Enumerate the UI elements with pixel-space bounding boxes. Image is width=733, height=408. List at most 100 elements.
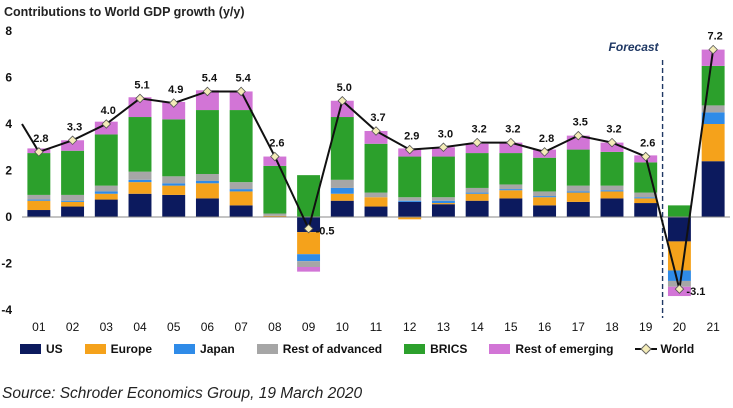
bar-brics: [398, 156, 422, 198]
world-data-label: -0.5: [316, 226, 335, 238]
y-tick-label: 2: [5, 164, 12, 178]
bar-rest-of-advanced: [600, 185, 624, 191]
y-tick-label: 6: [5, 71, 12, 85]
legend-swatch: [20, 344, 41, 354]
bar-europe: [94, 193, 118, 200]
bar-europe: [263, 215, 287, 217]
world-data-label: 4.0: [101, 105, 116, 117]
bar-europe: [465, 193, 489, 201]
bar-europe: [701, 124, 725, 162]
world-data-label: 5.0: [337, 82, 352, 94]
bar-us: [229, 205, 253, 217]
bar-us: [128, 193, 152, 217]
forecast-label: Forecast: [609, 40, 660, 54]
world-data-label: 4.9: [168, 84, 183, 96]
world-point: [371, 126, 381, 136]
bar-europe: [634, 198, 658, 204]
bar-rest-of-advanced: [465, 187, 489, 193]
bar-japan: [61, 200, 85, 202]
x-tick-label: 17: [572, 320, 586, 334]
bar-europe: [195, 183, 219, 199]
legend-label: World: [660, 342, 695, 356]
bar-us: [27, 210, 51, 217]
x-tick-label: 10: [336, 320, 350, 334]
x-tick-label: 18: [605, 320, 619, 334]
world-point: [236, 86, 246, 97]
legend-line-marker: [635, 344, 658, 354]
world-point: [539, 147, 550, 157]
world-point: [34, 147, 44, 157]
legend-item-us: US: [20, 342, 63, 356]
bar-us: [566, 201, 590, 217]
bar-rest-of-advanced: [229, 182, 253, 190]
bar-brics: [330, 117, 354, 180]
x-tick-label: 15: [504, 320, 518, 334]
world-data-label: 2.8: [33, 133, 48, 145]
bar-rest-of-emerging: [162, 101, 186, 120]
world-data-label: 3.2: [471, 124, 486, 136]
x-tick-label: 11: [370, 320, 383, 334]
bar-brics: [128, 117, 152, 172]
source-note: Source: Schroder Economics Group, 19 Mar…: [2, 385, 363, 402]
bar-brics: [634, 162, 658, 193]
x-tick-label: 06: [201, 320, 215, 334]
legend-swatch: [84, 344, 106, 354]
bar-europe: [364, 197, 388, 207]
world-point: [573, 130, 584, 141]
bar-japan: [634, 197, 658, 199]
legend-label: Rest of emerging: [515, 342, 614, 356]
x-tick-label: 07: [234, 320, 248, 334]
world-line: [21, 49, 715, 290]
world-data-label: 5.1: [134, 79, 149, 91]
world-data-label: 3.3: [67, 121, 82, 133]
bar-japan: [297, 254, 321, 262]
bar-japan: [701, 112, 725, 124]
x-tick-label: 04: [133, 320, 147, 334]
bar-europe: [499, 190, 523, 199]
bar-europe: [162, 185, 186, 195]
bar-us: [364, 206, 388, 217]
bar-rest-of-emerging: [297, 266, 321, 272]
bar-europe: [330, 193, 354, 201]
bar-europe: [566, 192, 590, 202]
x-tick-label: 21: [706, 320, 720, 334]
bar-rest-of-advanced: [634, 192, 658, 198]
bar-japan: [330, 187, 354, 194]
bar-brics: [195, 110, 219, 174]
y-tick-label: -4: [1, 303, 12, 317]
bar-rest-of-emerging: [61, 140, 85, 151]
world-data-label: 2.6: [640, 138, 655, 150]
bar-brics: [94, 134, 118, 186]
bar-brics: [431, 156, 455, 198]
legend-item-europe: Europe: [84, 342, 152, 356]
x-tick-label: 09: [302, 320, 316, 334]
x-tick-label: 03: [100, 320, 114, 334]
bar-rest-of-advanced: [431, 197, 455, 201]
bar-us: [61, 206, 85, 217]
x-tick-label: 02: [66, 320, 80, 334]
world-point: [607, 137, 617, 148]
legend-label: US: [46, 342, 63, 356]
bar-us: [533, 205, 557, 217]
legend-label: BRICS: [430, 342, 468, 356]
world-point: [506, 137, 516, 148]
bar-brics: [61, 150, 85, 195]
world-point: [640, 151, 651, 162]
bar-japan: [600, 190, 624, 192]
bar-japan: [499, 189, 523, 191]
world-point: [404, 144, 415, 155]
bar-japan: [195, 180, 219, 184]
x-tick-label: 08: [268, 320, 282, 334]
bar-us: [634, 203, 658, 217]
bar-rest-of-emerging: [499, 142, 523, 154]
bar-japan: [94, 191, 118, 194]
y-tick-label: -2: [1, 257, 12, 271]
bar-brics: [533, 157, 557, 192]
bar-brics: [667, 205, 691, 217]
bar-rest-of-advanced: [566, 185, 590, 192]
legend-item-world: World: [635, 342, 694, 356]
world-point: [101, 119, 112, 129]
y-tick-label: 4: [5, 117, 12, 131]
world-point: [472, 137, 482, 148]
world-point: [202, 86, 213, 97]
